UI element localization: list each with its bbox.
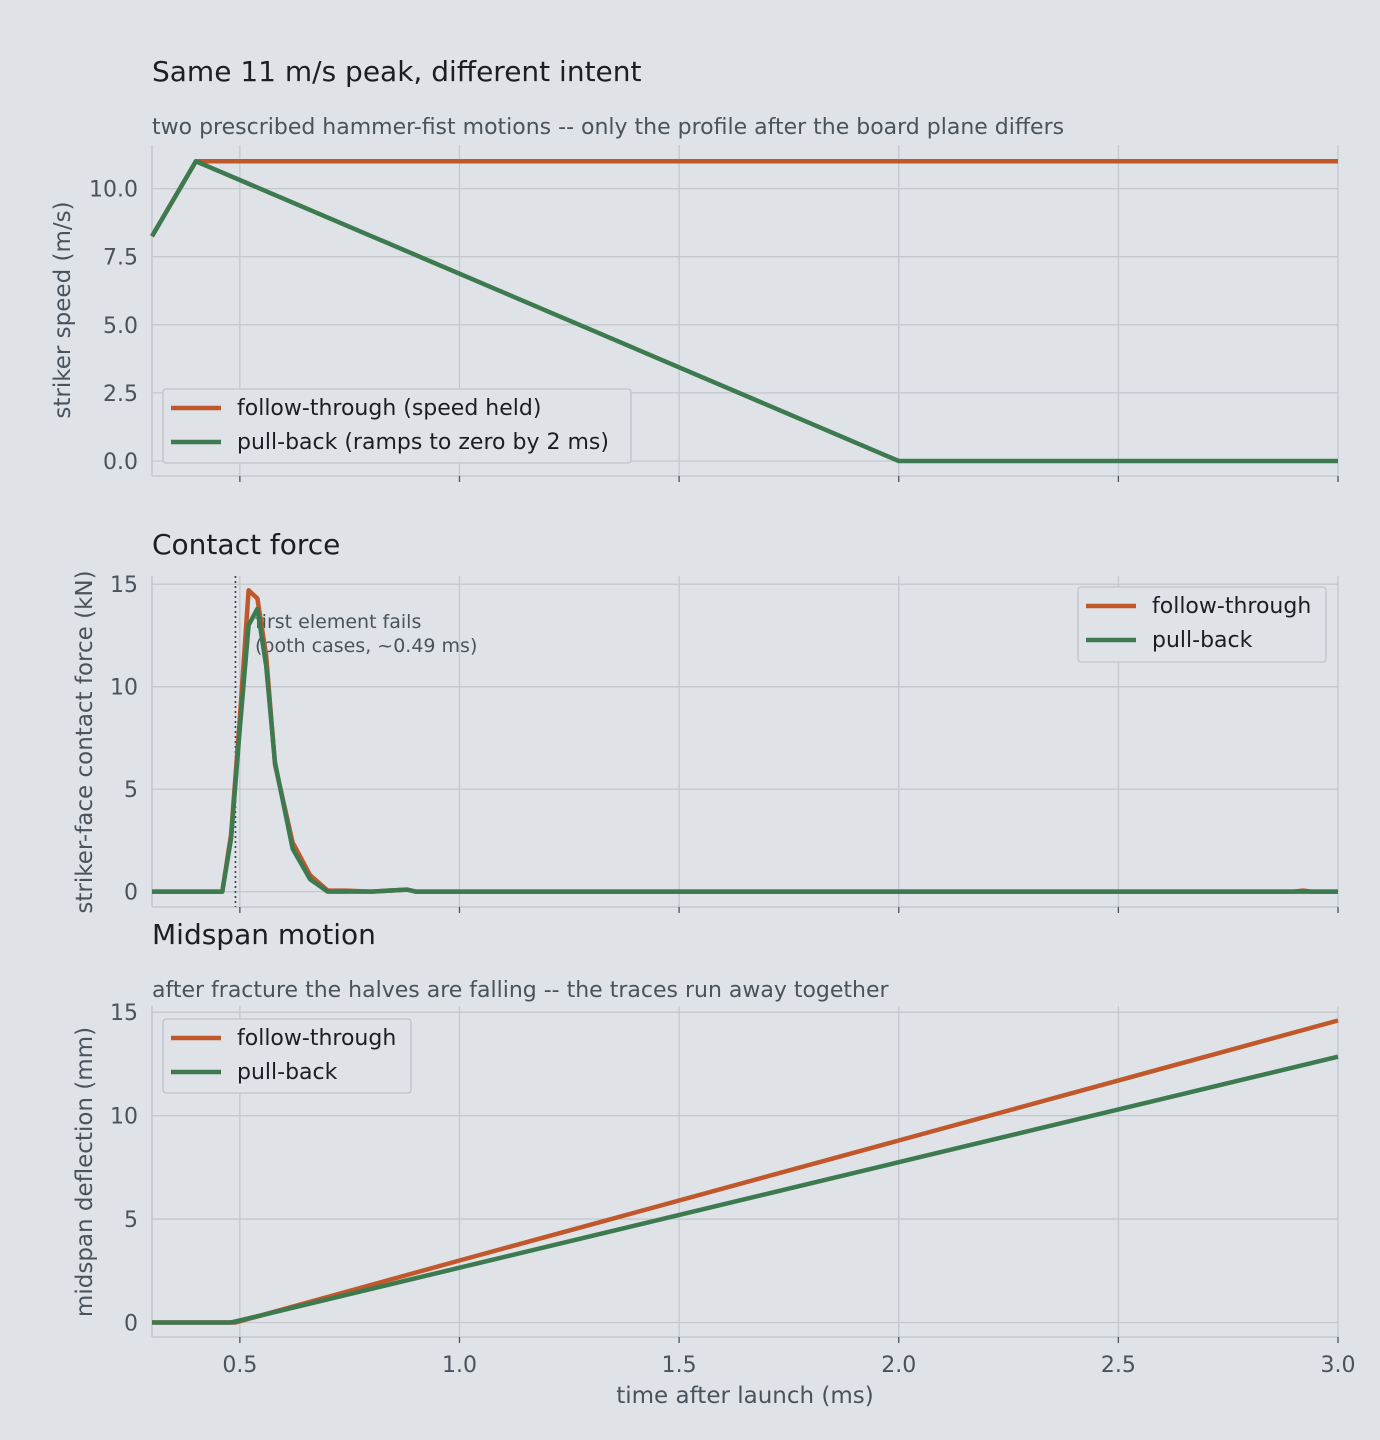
- deflection-ytick-label: 15: [110, 1001, 138, 1026]
- failure-annotation-line-2: (both cases, ~0.49 ms): [255, 635, 477, 657]
- force-panel-title: Contact force: [152, 528, 340, 561]
- speed-legend-label: pull-back (ramps to zero by 2 ms): [237, 430, 609, 455]
- deflection-xtick-label: 1.5: [662, 1353, 697, 1378]
- speed-panel: Same 11 m/s peak, different intent two p…: [50, 55, 1339, 482]
- speed-legend-frame: [162, 388, 632, 464]
- deflection-legend-label: pull-back: [237, 1060, 338, 1085]
- speed-panel-title: Same 11 m/s peak, different intent: [152, 55, 642, 88]
- deflection-legend-label: follow-through: [237, 1026, 396, 1051]
- speed-panel-ylabel: striker speed (m/s): [50, 201, 76, 418]
- deflection-ytick-label: 0: [124, 1312, 138, 1337]
- speed-series-follow-through: [150, 159, 1338, 238]
- deflection-xtick-label: 2.5: [1101, 1353, 1136, 1378]
- speed-ytick-label: 7.5: [103, 246, 138, 271]
- deflection-ytick-label: 10: [110, 1105, 138, 1130]
- deflection-xtick-label: 1.0: [442, 1353, 477, 1378]
- deflection-panel-title: Midspan motion: [152, 918, 376, 951]
- deflection-panel-xlabel: time after launch (ms): [616, 1383, 874, 1409]
- deflection-legend-frame: [162, 1018, 412, 1094]
- speed-ytick-label: 2.5: [103, 382, 138, 407]
- deflection-xtick-label: 3.0: [1321, 1353, 1356, 1378]
- speed-legend: follow-through (speed held) pull-back (ra…: [162, 388, 632, 464]
- speed-series-pull-back: [150, 159, 1338, 464]
- force-ytick-label: 10: [110, 676, 138, 701]
- force-ytick-label: 5: [124, 778, 138, 803]
- deflection-panel-ylabel: midspan deflection (mm): [72, 1027, 98, 1317]
- force-legend-frame: [1077, 586, 1327, 663]
- deflection-panel-subtitle: after fracture the halves are falling --…: [152, 978, 890, 1003]
- force-ytick-label: 15: [110, 573, 138, 598]
- speed-ytick-label: 5.0: [103, 314, 138, 339]
- failure-annotation-line-1: first element fails: [255, 611, 421, 633]
- speed-ytick-label: 10.0: [89, 178, 138, 203]
- speed-panel-subtitle: two prescribed hammer-fist motions -- on…: [152, 115, 1064, 140]
- force-legend-label: follow-through: [1152, 594, 1311, 619]
- force-panel-ylabel: striker-face contact force (kN): [72, 570, 98, 913]
- deflection-panel: Midspan motion after fracture the halves…: [72, 918, 1356, 1409]
- force-panel: Contact force striker-face contact force…: [72, 528, 1339, 914]
- force-legend-label: pull-back: [1152, 628, 1253, 653]
- deflection-ytick-label: 5: [124, 1208, 138, 1233]
- force-legend: follow-through pull-back: [1077, 586, 1327, 663]
- deflection-xtick-label: 0.5: [222, 1353, 257, 1378]
- force-series-pull-back: [152, 606, 1338, 894]
- deflection-legend: follow-through pull-back: [162, 1018, 412, 1094]
- deflection-xtick-label: 2.0: [881, 1353, 916, 1378]
- speed-ytick-label: 0.0: [103, 450, 138, 475]
- force-ytick-label: 0: [124, 881, 138, 906]
- deflection-series-pull-back: [152, 1054, 1339, 1325]
- speed-legend-label: follow-through (speed held): [237, 396, 541, 421]
